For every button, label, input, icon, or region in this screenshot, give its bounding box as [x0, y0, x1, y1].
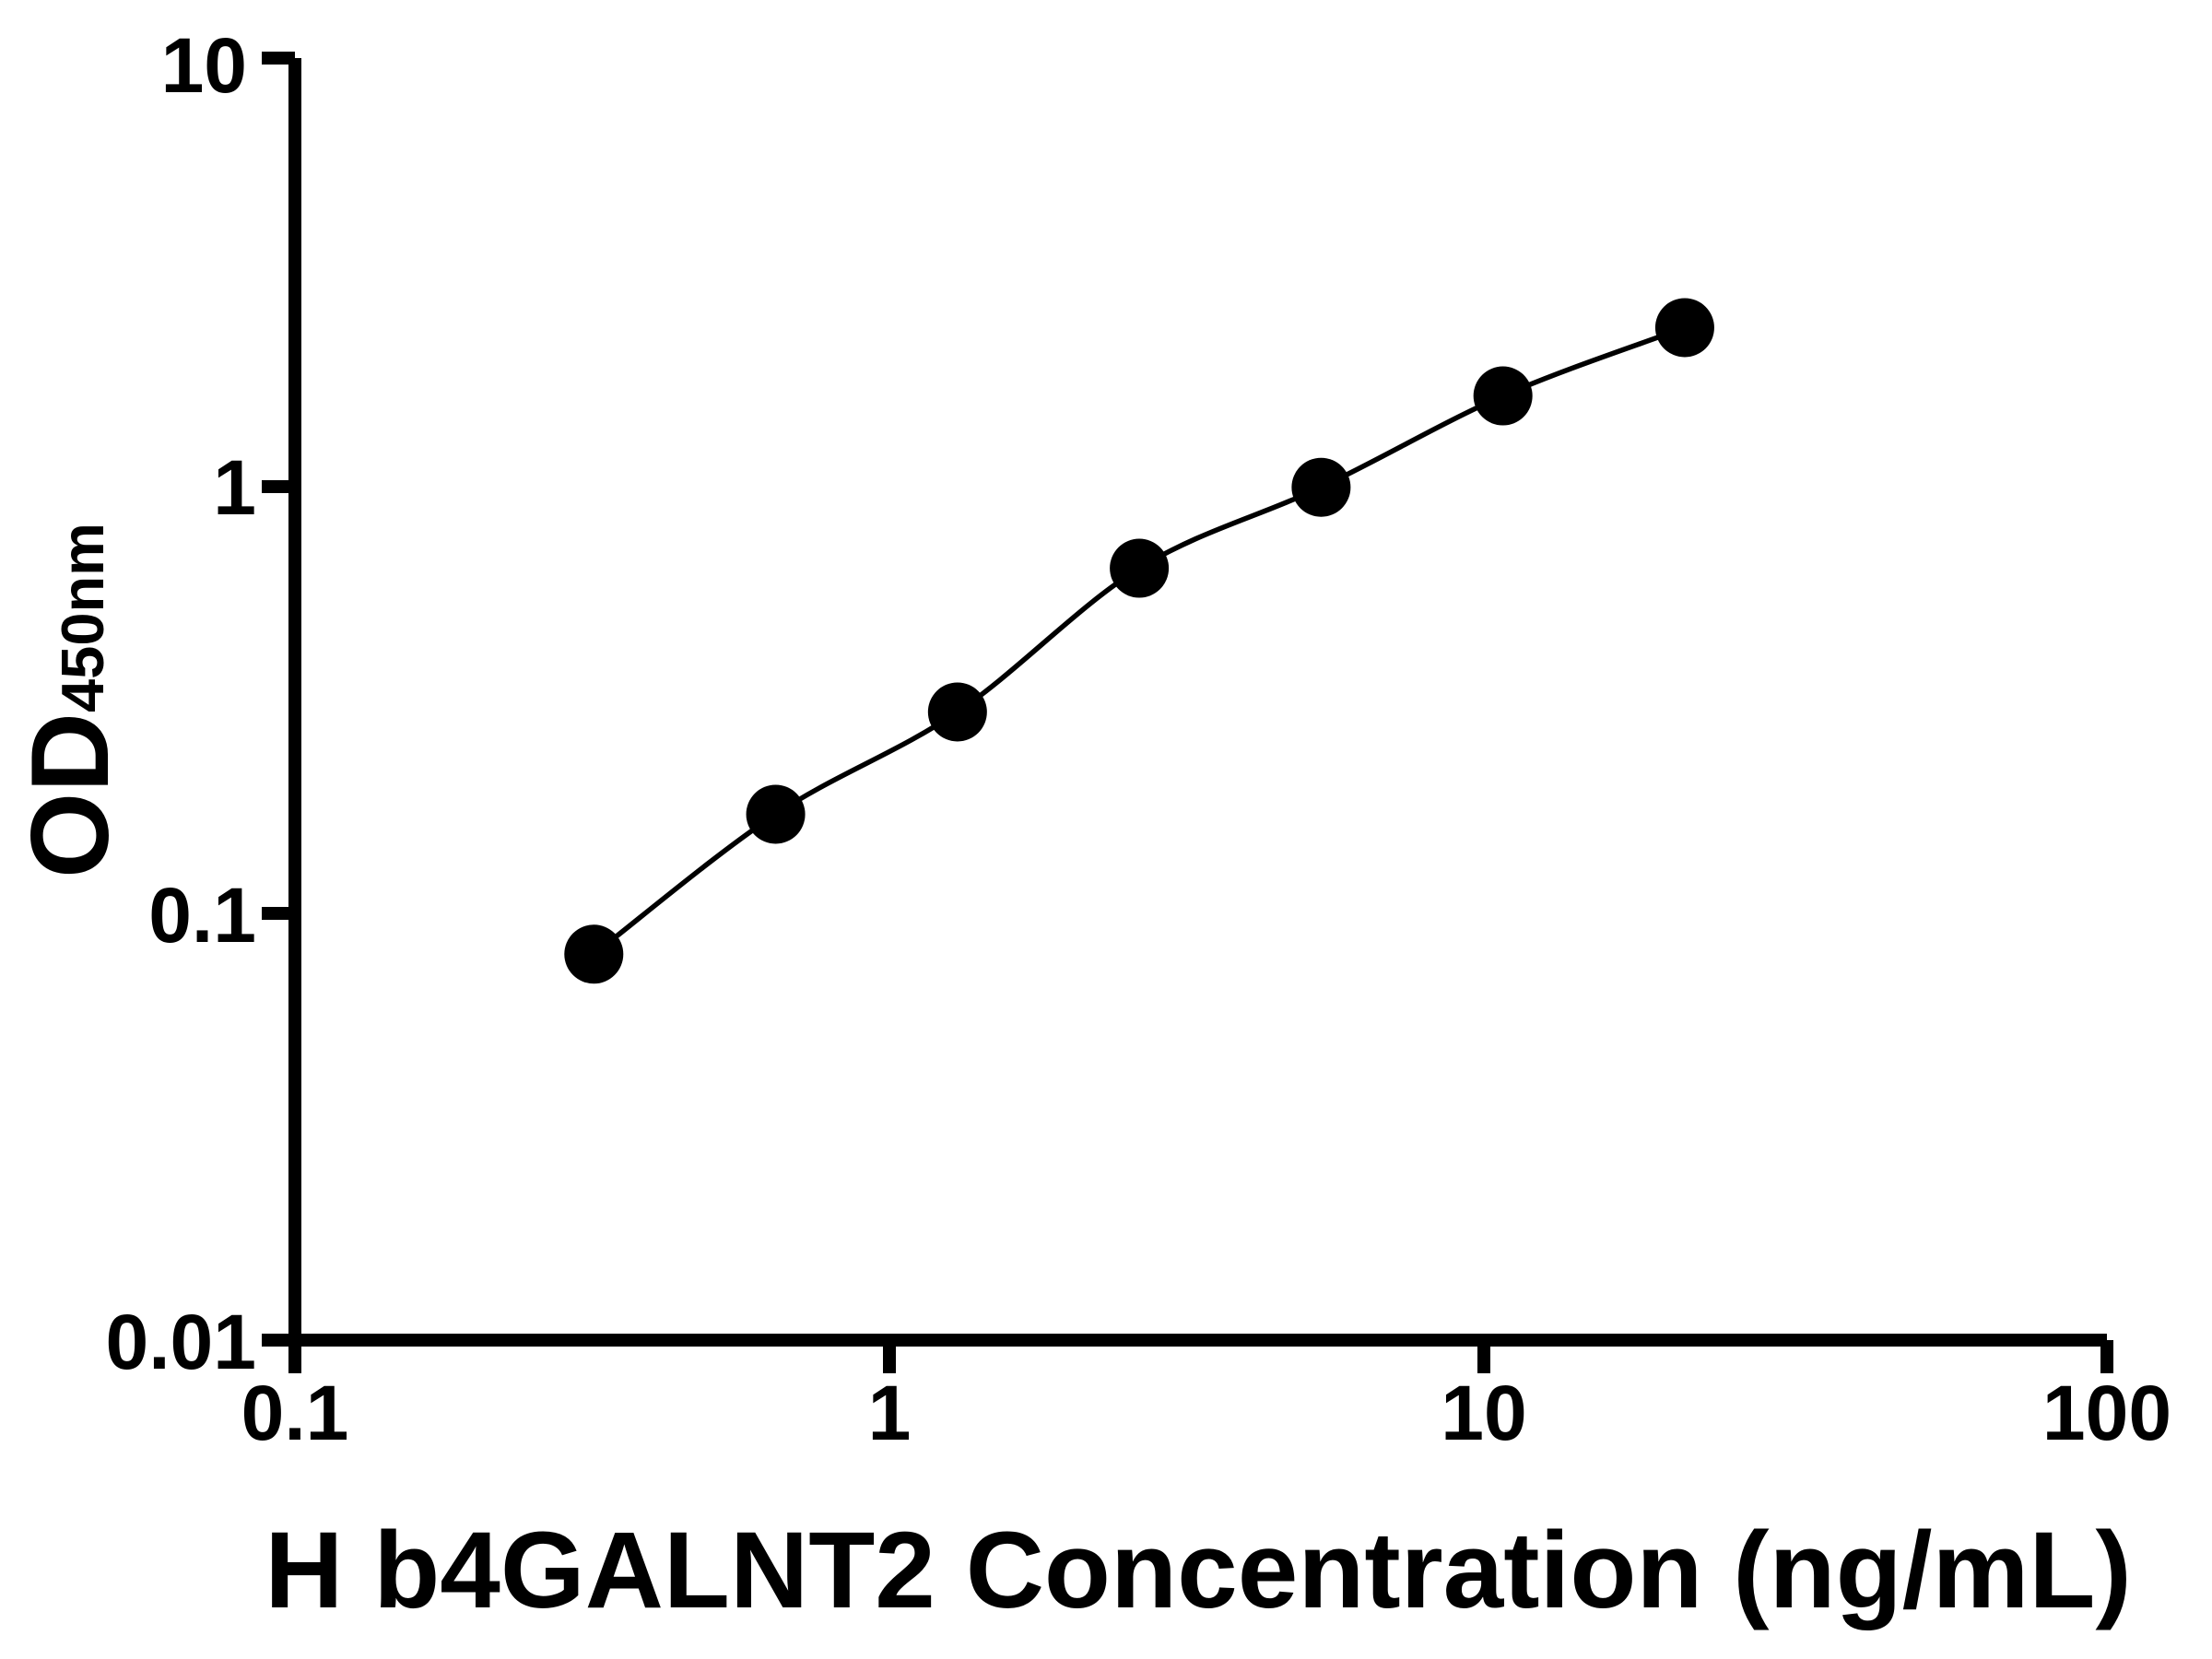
svg-text:100: 100 [2042, 1370, 2171, 1456]
svg-text:0.01: 0.01 [106, 1299, 257, 1385]
svg-text:H b4GALNT2 Concentration (ng/m: H b4GALNT2 Concentration (ng/mL) [265, 1510, 2132, 1631]
svg-text:1: 1 [213, 444, 256, 531]
svg-text:1: 1 [868, 1370, 912, 1456]
svg-text:0.1: 0.1 [241, 1370, 349, 1456]
svg-text:10: 10 [1441, 1370, 1526, 1456]
svg-text:10: 10 [161, 22, 247, 109]
svg-text:OD450nm: OD450nm [8, 523, 132, 878]
svg-text:0.1: 0.1 [148, 872, 256, 959]
